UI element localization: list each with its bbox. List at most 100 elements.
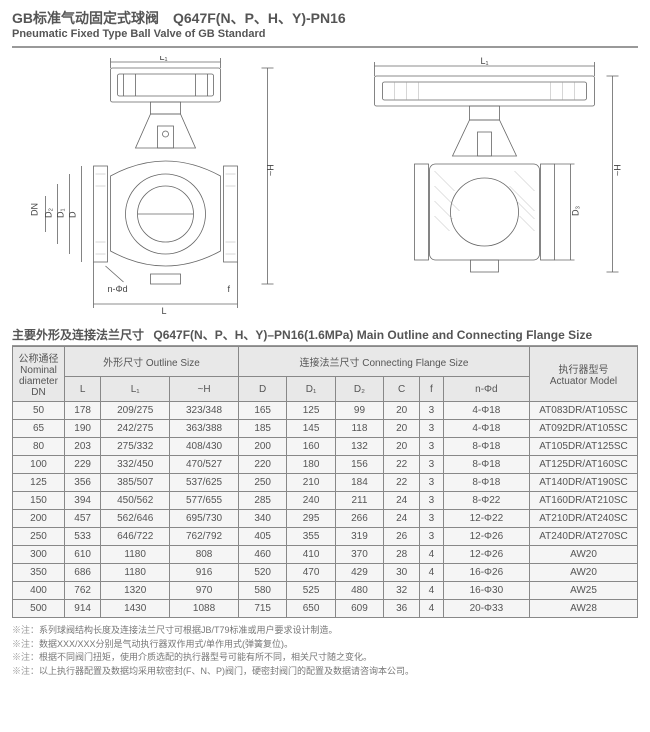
- table-cell: 970: [170, 582, 239, 600]
- col-sub: L₁: [101, 377, 170, 402]
- footnote-line: ※注：根据不同阀门扭矩，使用介质选配的执行器型号可能有所不同，相关尺寸随之变化。: [12, 651, 638, 665]
- table-cell: 695/730: [170, 510, 239, 528]
- table-cell: 646/722: [101, 528, 170, 546]
- table-cell: 457: [65, 510, 101, 528]
- col-sub: ~H: [170, 377, 239, 402]
- section-title-en: Main Outline and Connecting Flange Size: [357, 328, 592, 342]
- col-sub: C: [384, 377, 420, 402]
- table-cell: AT210DR/AT240SC: [530, 510, 638, 528]
- spec-table: 公称通径 Nominal diameter DN 外形尺寸 Outline Si…: [12, 346, 638, 618]
- table-cell: 525: [287, 582, 335, 600]
- col-actuator-en: Actuator Model: [532, 376, 635, 387]
- table-cell: 762: [65, 582, 101, 600]
- col-sub: n-Φd: [443, 377, 529, 402]
- table-cell: 80: [13, 438, 65, 456]
- table-row: 200457562/646695/73034029526624312-Φ22AT…: [13, 510, 638, 528]
- table-cell: 12-Φ22: [443, 510, 529, 528]
- table-cell: 12-Φ26: [443, 546, 529, 564]
- table-cell: 8-Φ18: [443, 456, 529, 474]
- table-row: 150394450/562577/6552852402112438-Φ22AT1…: [13, 492, 638, 510]
- table-cell: 1088: [170, 600, 239, 618]
- table-cell: 250: [13, 528, 65, 546]
- table-cell: 500: [13, 600, 65, 618]
- table-row: 100229332/450470/5272201801562238-Φ18AT1…: [13, 456, 638, 474]
- table-cell: 178: [65, 402, 101, 420]
- col-outline: 外形尺寸 Outline Size: [65, 347, 239, 377]
- table-cell: 350: [13, 564, 65, 582]
- table-cell: 4: [420, 564, 444, 582]
- diagram-row: L₁: [12, 56, 638, 316]
- table-cell: 180: [287, 456, 335, 474]
- table-cell: 1180: [101, 546, 170, 564]
- table-cell: 210: [287, 474, 335, 492]
- table-cell: AW25: [530, 582, 638, 600]
- table-cell: 4-Φ18: [443, 420, 529, 438]
- table-cell: 480: [335, 582, 383, 600]
- table-cell: 16-Φ26: [443, 564, 529, 582]
- col-sub: D: [238, 377, 286, 402]
- table-cell: 22: [384, 456, 420, 474]
- table-cell: 24: [384, 492, 420, 510]
- table-cell: 285: [238, 492, 286, 510]
- table-cell: 450/562: [101, 492, 170, 510]
- table-cell: 229: [65, 456, 101, 474]
- table-cell: AT105DR/AT125SC: [530, 438, 638, 456]
- table-cell: 410: [287, 546, 335, 564]
- table-cell: 240: [287, 492, 335, 510]
- table-cell: 610: [65, 546, 101, 564]
- table-cell: 209/275: [101, 402, 170, 420]
- col-sub: f: [420, 377, 444, 402]
- table-row: 80203275/332408/4302001601322038-Φ18AT10…: [13, 438, 638, 456]
- table-row: 50178209/275323/348165125992034-Φ18AT083…: [13, 402, 638, 420]
- table-cell: 762/792: [170, 528, 239, 546]
- table-cell: 211: [335, 492, 383, 510]
- page-title-cn: GB标准气动固定式球阀 Q647F(N、P、H、Y)-PN16: [12, 8, 638, 28]
- table-cell: 394: [65, 492, 101, 510]
- table-cell: AT240DR/AT270SC: [530, 528, 638, 546]
- table-cell: 8-Φ18: [443, 474, 529, 492]
- col-dn-cn: 公称通径: [15, 350, 62, 365]
- table-cell: 125: [13, 474, 65, 492]
- table-cell: 1180: [101, 564, 170, 582]
- table-cell: 145: [287, 420, 335, 438]
- table-cell: 609: [335, 600, 383, 618]
- table-cell: 295: [287, 510, 335, 528]
- table-cell: 3: [420, 420, 444, 438]
- table-cell: 200: [13, 510, 65, 528]
- table-cell: 275/332: [101, 438, 170, 456]
- table-cell: 580: [238, 582, 286, 600]
- dim-L1-r: L₁: [481, 56, 489, 66]
- table-cell: AW28: [530, 600, 638, 618]
- table-cell: 3: [420, 510, 444, 528]
- col-dn-en2: diameter: [15, 376, 62, 387]
- table-cell: 65: [13, 420, 65, 438]
- table-cell: 3: [420, 492, 444, 510]
- table-cell: 8-Φ18: [443, 438, 529, 456]
- dim-H: ~H: [266, 164, 276, 176]
- col-sub: D₂: [335, 377, 383, 402]
- table-cell: 125: [287, 402, 335, 420]
- table-cell: 533: [65, 528, 101, 546]
- table-cell: 4: [420, 582, 444, 600]
- footnote-line: ※注：系列球阀结构长度及连接法兰尺寸可根据JB/T79标准或用户要求设计制造。: [12, 624, 638, 638]
- table-cell: 405: [238, 528, 286, 546]
- table-cell: 4-Φ18: [443, 402, 529, 420]
- table-cell: 30: [384, 564, 420, 582]
- table-cell: 363/388: [170, 420, 239, 438]
- table-cell: 340: [238, 510, 286, 528]
- dim-L: L: [162, 306, 167, 316]
- table-cell: 562/646: [101, 510, 170, 528]
- table-row: 125356385/507537/6252502101842238-Φ18AT1…: [13, 474, 638, 492]
- table-cell: 184: [335, 474, 383, 492]
- col-actuator-cn: 执行器型号: [532, 361, 635, 376]
- table-cell: 715: [238, 600, 286, 618]
- title-divider: [12, 46, 638, 48]
- table-cell: 470: [287, 564, 335, 582]
- table-cell: 3: [420, 402, 444, 420]
- table-cell: 400: [13, 582, 65, 600]
- footnote-line: ※注：数据XXX/XXX分别是气动执行器双作用式/单作用式(弹簧复位)。: [12, 638, 638, 652]
- table-cell: 100: [13, 456, 65, 474]
- table-cell: 520: [238, 564, 286, 582]
- table-cell: 200: [238, 438, 286, 456]
- table-cell: 3: [420, 456, 444, 474]
